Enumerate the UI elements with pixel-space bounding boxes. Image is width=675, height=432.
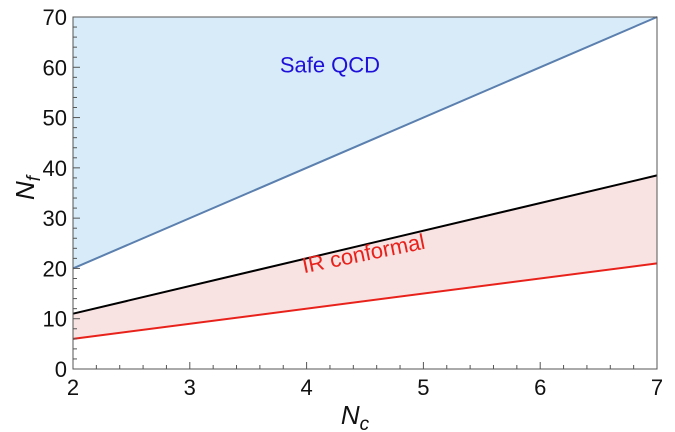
x-axis-title: Nc [341,400,370,432]
lower-boundary-line [72,262,658,340]
middle-boundary-line [72,174,658,315]
series-layer [72,16,658,340]
plot-frame [72,16,658,370]
x-tick-label: 5 [417,375,429,400]
y-tick-label: 70 [43,5,67,30]
x-tick-label: 3 [184,375,196,400]
y-tick-label: 20 [43,256,67,281]
y-tick-label: 60 [43,55,67,80]
x-axis: 2 3 4 5 6 7 [67,362,663,400]
safe-qcd-label: Safe QCD [280,52,380,77]
y-tick-label: 50 [43,106,67,131]
x-tick-label: 7 [651,375,663,400]
y-tick-label: 40 [43,156,67,181]
y-tick-label: 0 [55,357,67,382]
y-tick-label: 10 [43,307,67,332]
x-tick-label: 4 [300,375,312,400]
y-tick-label: 30 [43,206,67,231]
upper-boundary-line [72,16,658,270]
y-axis-title: Nf [10,174,45,200]
ir-conformal-region [73,175,657,339]
y-axis: 0 10 20 30 40 50 60 70 [43,5,80,382]
x-tick-label: 2 [67,375,79,400]
x-tick-label: 6 [534,375,546,400]
